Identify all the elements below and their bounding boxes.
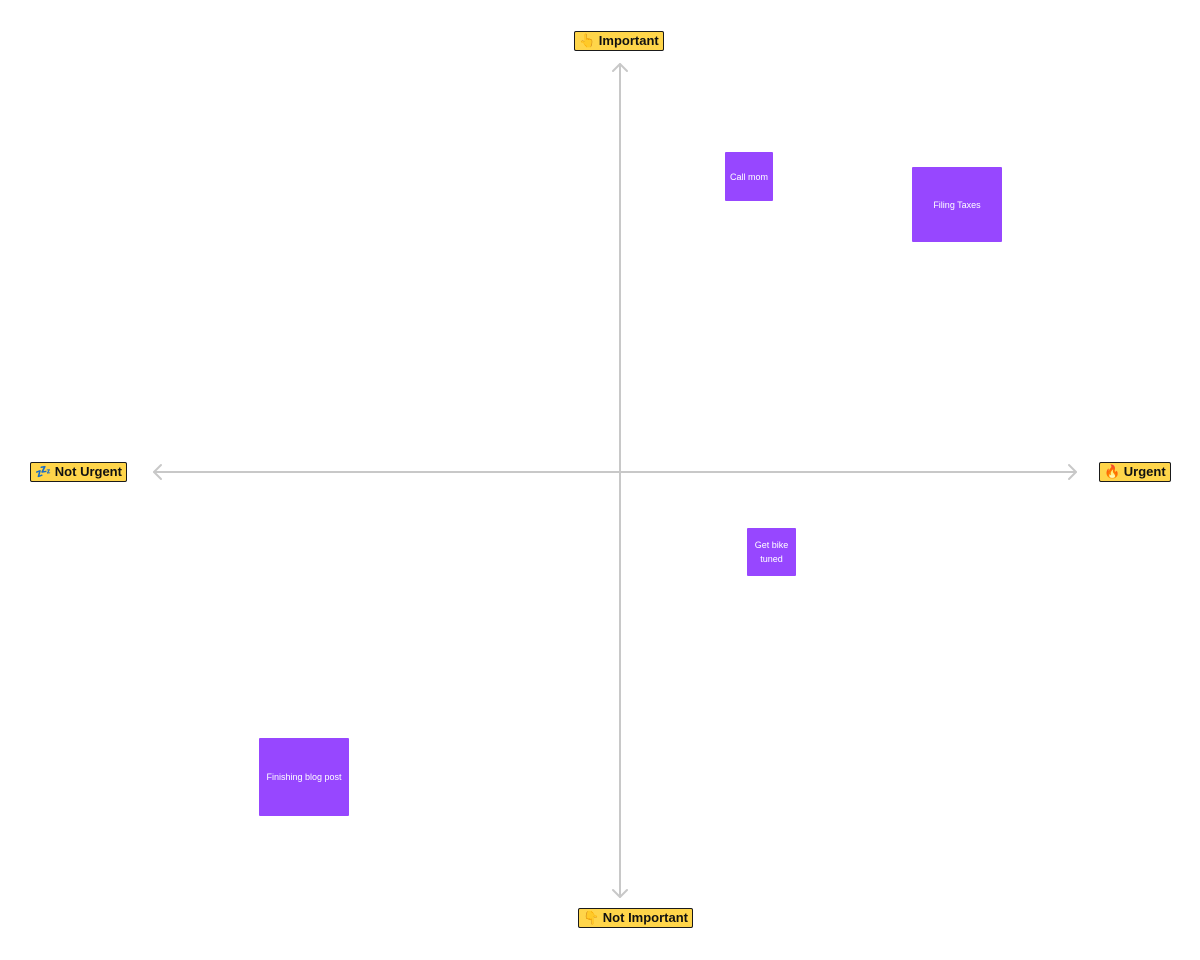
sticky-note[interactable]: Finishing blog post bbox=[259, 738, 349, 816]
arrow-right bbox=[1068, 464, 1077, 480]
axis-label-left: 💤 Not Urgent bbox=[30, 462, 127, 482]
axis-label-bottom: 👇 Not Important bbox=[578, 908, 694, 928]
arrow-up bbox=[612, 63, 628, 72]
axis-label-top: 👆 Important bbox=[574, 31, 664, 51]
sticky-note[interactable]: Filing Taxes bbox=[912, 167, 1002, 242]
sticky-note[interactable]: Call mom bbox=[725, 152, 773, 201]
sticky-note[interactable]: Get bike tuned bbox=[747, 528, 796, 576]
axis-label-right: 🔥 Urgent bbox=[1099, 462, 1171, 482]
arrow-left bbox=[153, 464, 162, 480]
arrow-down bbox=[612, 889, 628, 898]
